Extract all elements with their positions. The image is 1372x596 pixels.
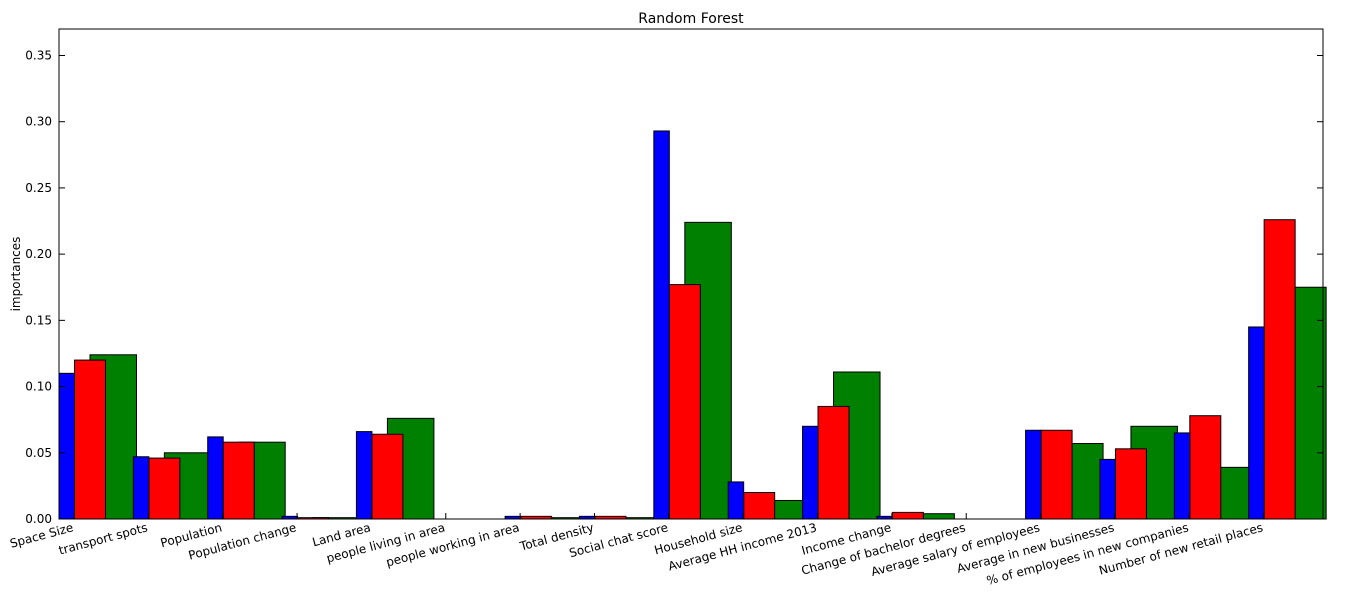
bar-s1-0 (74, 359, 106, 520)
y-tick-label: 0.25 (25, 181, 52, 195)
y-axis: 0.00 0.05 0.10 0.15 0.20 0.25 0.30 0.35 (25, 48, 1323, 526)
y-tick-label: 0.10 (25, 380, 52, 394)
chart-title: Random Forest (638, 11, 744, 27)
bar-s0-2 (207, 436, 224, 520)
bar-s1-8 (668, 284, 701, 520)
bar-s1-1 (148, 457, 181, 520)
bar-s1-2 (222, 441, 255, 520)
bar-s0-1 (132, 456, 150, 520)
bar-s1-11 (891, 511, 924, 520)
bar-s0-9 (727, 481, 745, 520)
bar-s0-10 (802, 425, 819, 520)
y-tick-label: 0.20 (25, 247, 52, 261)
bar-s1-14 (1114, 448, 1147, 520)
bars-layer (58, 130, 1327, 520)
y-axis-label: importances (9, 237, 23, 312)
bar-s0-0 (58, 372, 75, 520)
plot-frame (58, 28, 1324, 520)
y-tick-label: 0.30 (25, 115, 52, 129)
bar-s0-16 (1248, 326, 1265, 520)
bar-s1-10 (817, 405, 850, 520)
bar-s1-16 (1263, 219, 1296, 520)
bar-s0-8 (653, 130, 670, 520)
bar-s0-15 (1173, 432, 1191, 520)
bar-s0-4 (355, 431, 373, 520)
y-tick-label: 0.15 (25, 313, 52, 327)
y-tick-label: 0.05 (25, 446, 52, 460)
bar-s1-13 (1040, 429, 1073, 520)
bar-s0-13 (1025, 429, 1042, 520)
bar-s1-4 (371, 433, 404, 520)
bar-s0-14 (1099, 458, 1116, 520)
y-tick-label: 0.35 (25, 48, 52, 62)
bar-s1-9 (743, 492, 776, 520)
bar-s1-15 (1189, 415, 1222, 520)
y-tick-label: 0.00 (25, 512, 52, 526)
